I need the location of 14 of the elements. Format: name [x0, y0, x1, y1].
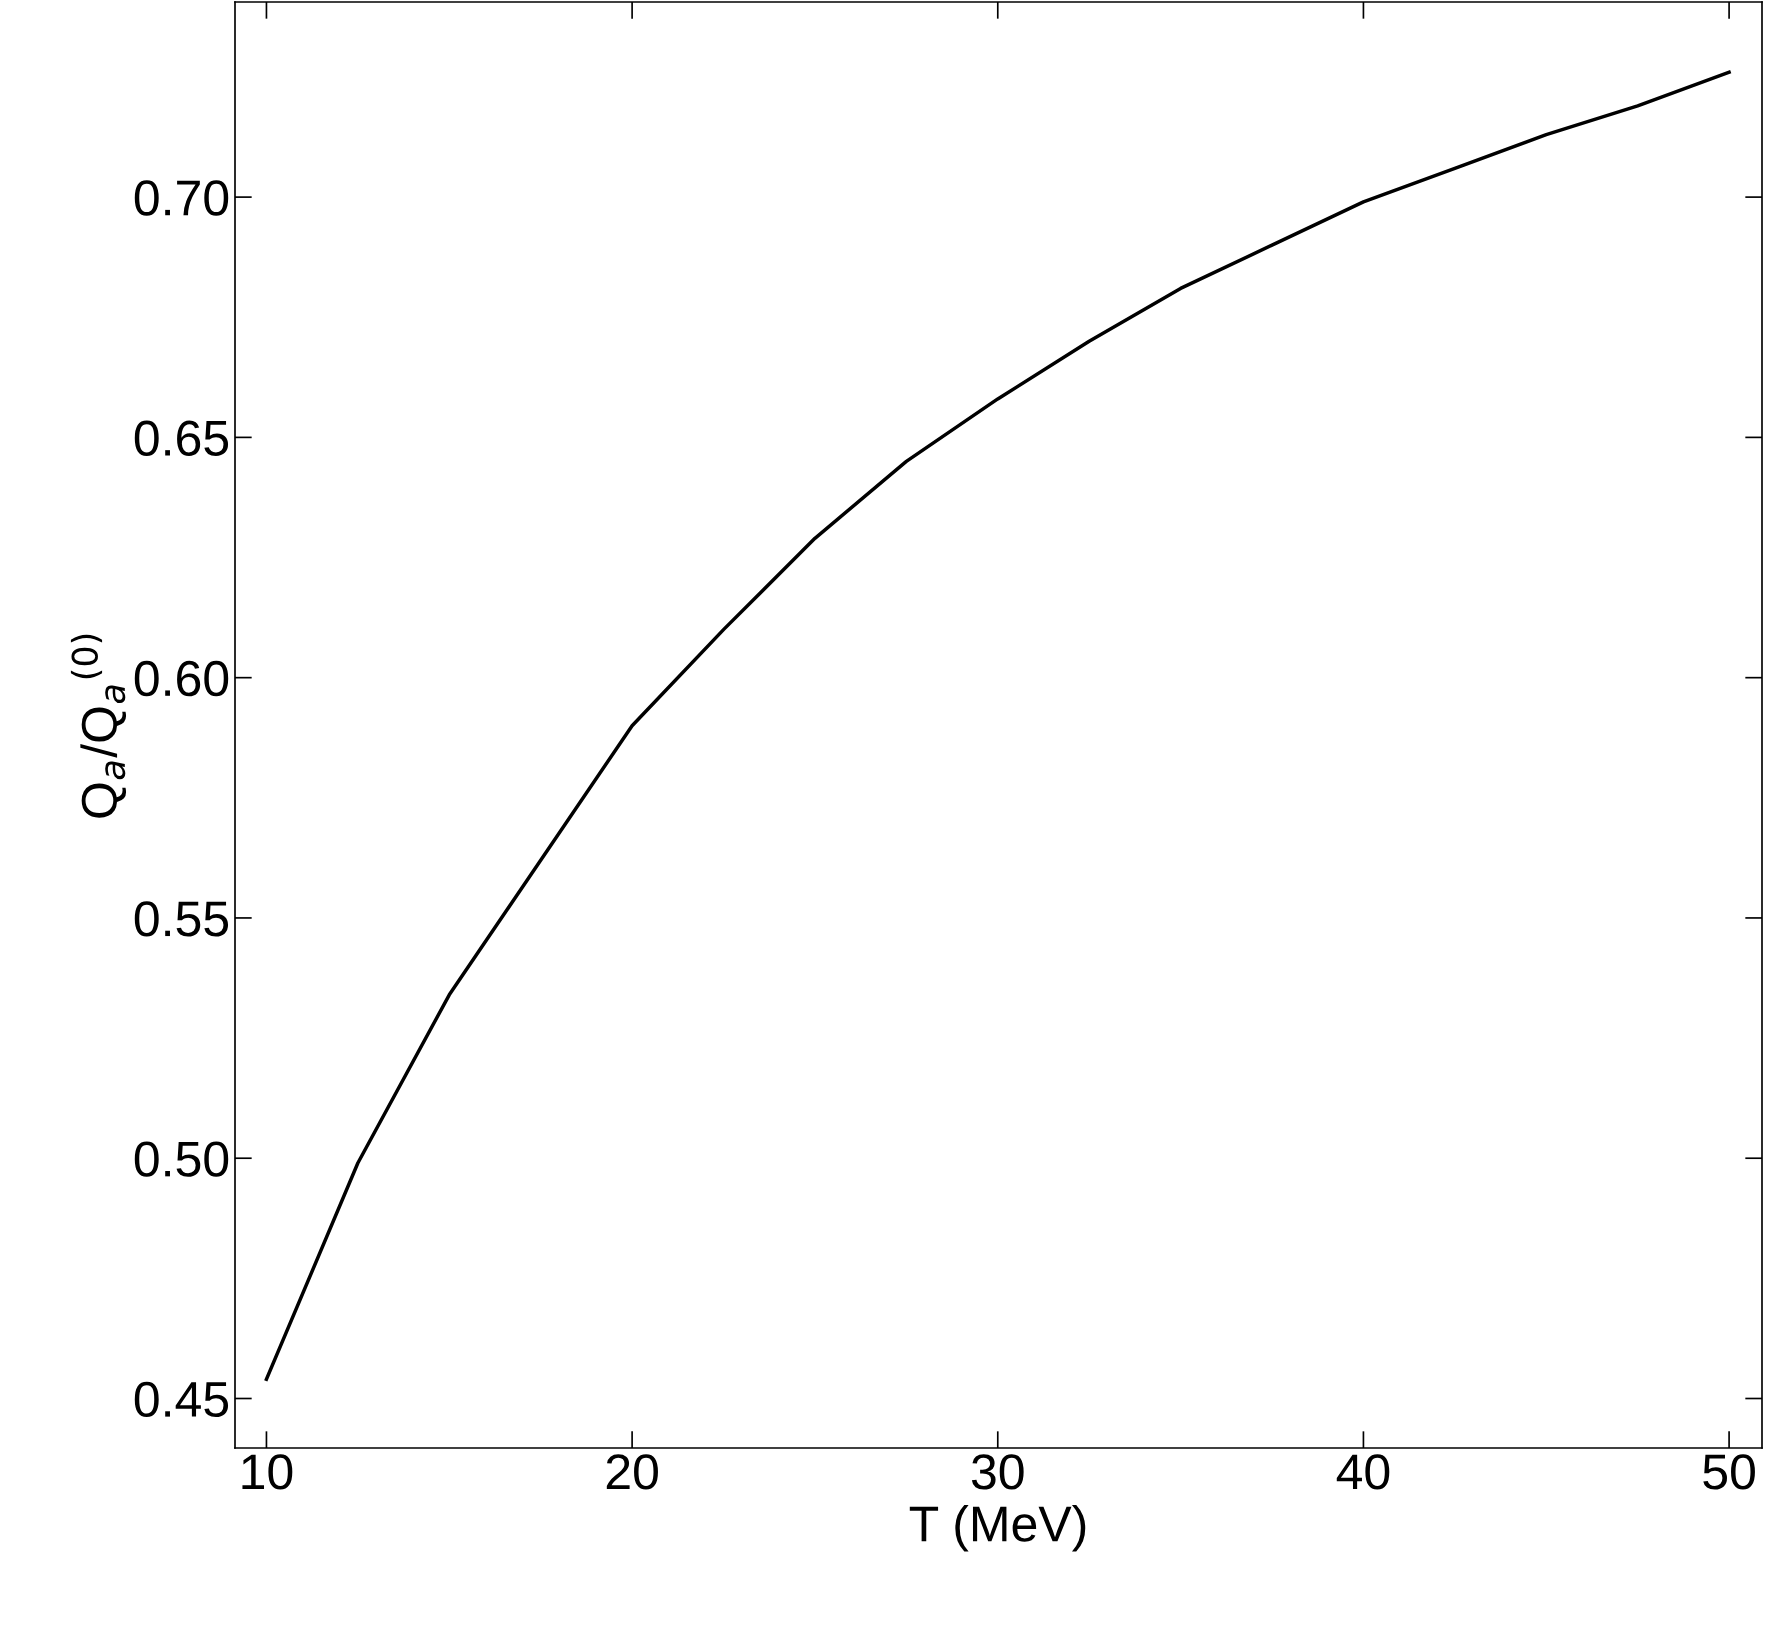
x-tick-label: 10: [242, 1454, 293, 1490]
x-tick-label: 40: [1336, 1454, 1390, 1490]
x-tick-label: 50: [1703, 1454, 1755, 1490]
x-tick-label: 30: [971, 1454, 1024, 1490]
x-axis-title: T (MeV): [909, 1505, 1086, 1552]
y-tick-label: 0.70: [134, 180, 229, 216]
y-tick-label: 0.45: [134, 1381, 229, 1418]
y-tick-label: 0.60: [134, 660, 229, 697]
y-tick-label: 0.55: [134, 901, 229, 937]
y-axis-title: Q$_{a}$/Q$_{a}$$^{(0)}$: [70, 634, 127, 818]
line-series: [264, 70, 1731, 1382]
y-tick-label: 0.65: [134, 420, 229, 456]
y-tick-label: 0.50: [134, 1141, 229, 1177]
x-tick-label: 20: [606, 1454, 658, 1490]
